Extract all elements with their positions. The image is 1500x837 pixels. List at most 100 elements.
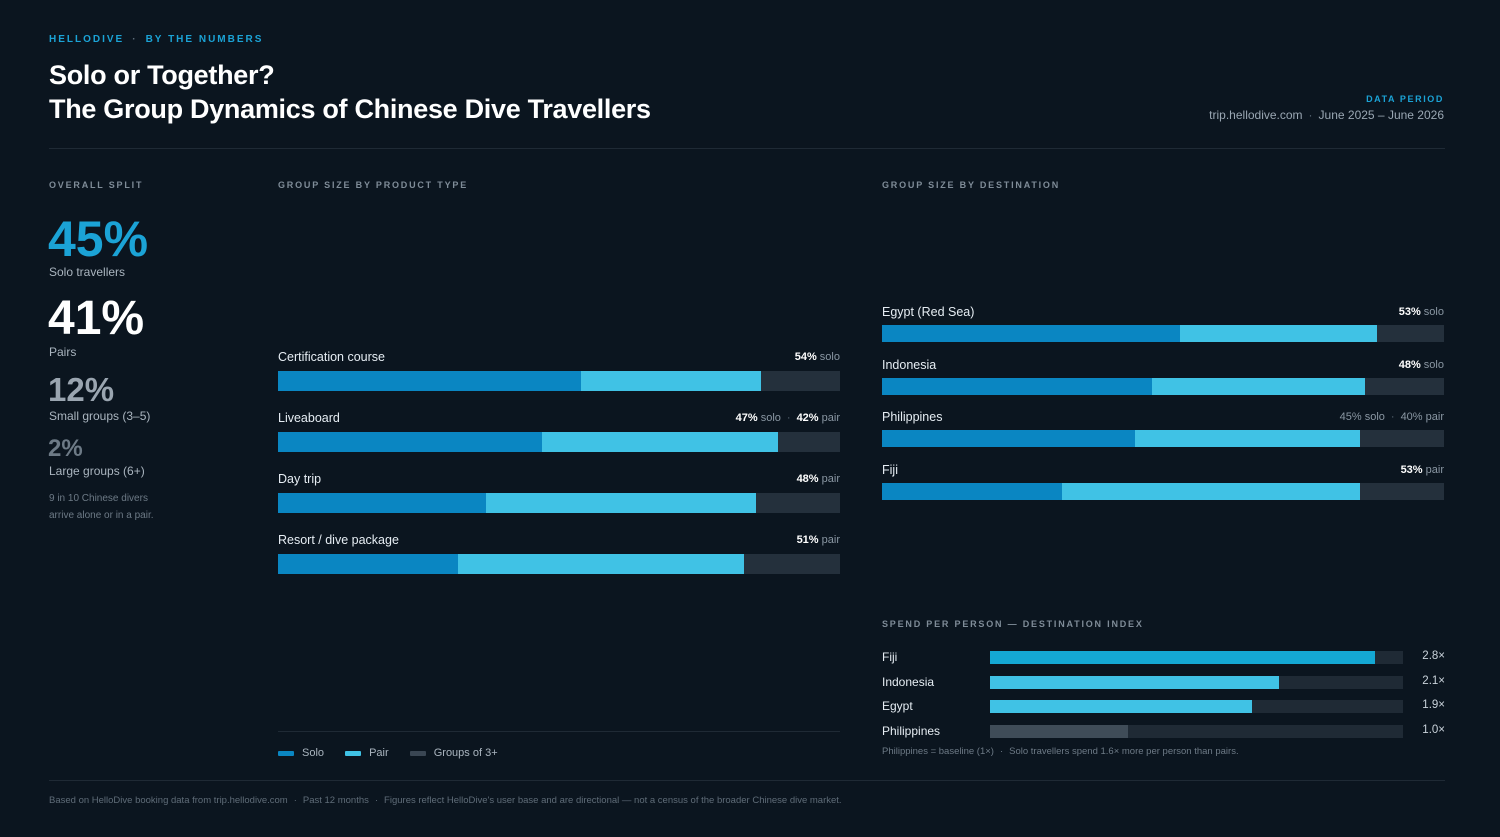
spend-value-egypt: 1.9× [1422, 699, 1445, 711]
bar-value-resort-dive-package: 51% pair [796, 534, 840, 546]
legend-pair-label: Pair [369, 747, 389, 759]
legend-pair: Pair [345, 747, 389, 759]
bar-segment-pair-fiji [1061, 482, 1360, 500]
overall-note: 9 in 10 Chinese divers arrive alone or i… [49, 490, 154, 524]
bar-segment-pair-philippines [1134, 430, 1360, 447]
legend-solo: Solo [278, 747, 324, 759]
chart-legend: Solo Pair Groups of 3+ [278, 747, 516, 759]
spend-bar-indonesia [990, 675, 1280, 689]
data-period-value: trip.hellodive.com · June 2025 – June 2026 [1209, 108, 1444, 122]
destination-chart-heading: GROUP SIZE BY DESTINATION [882, 180, 1061, 190]
bar-segment-pair-certification-course [581, 371, 762, 391]
footer-source: Based on HelloDive booking data from tri… [49, 795, 288, 806]
spend-track-indonesia [990, 675, 1403, 689]
bar-label-philippines: Philippines [882, 410, 943, 424]
bar-segment-solo-day-trip [278, 493, 486, 513]
bar-track-certification-course [278, 371, 840, 391]
period-range: June 2025 – June 2026 [1318, 108, 1444, 122]
stat-solo-label: Solo travellers [49, 265, 126, 279]
bar-label-certification-course: Certification course [278, 350, 385, 364]
eyebrow-section: BY THE NUMBERS [145, 34, 264, 45]
brand-label: HELLODIVE [49, 34, 125, 45]
stat-solo-value: 45% [48, 211, 149, 267]
bar-value-certification-course: 54% solo [794, 351, 840, 363]
spend-label-philippines: Philippines [882, 723, 941, 738]
legend-groups-swatch [409, 750, 426, 756]
stat-pairs-value: 41% [48, 292, 145, 345]
bar-track-indonesia [882, 377, 1444, 395]
legend-solo-label: Solo [302, 747, 325, 759]
footer-note: Based on HelloDive booking data from tri… [49, 795, 842, 806]
page-title: Solo or Together? The Group Dynamics of … [49, 58, 651, 126]
bar-segment-solo-fiji [882, 482, 1062, 500]
footer-disclaimer: Figures reflect HelloDive's user base an… [384, 795, 842, 806]
period-site: trip.hellodive.com [1209, 108, 1303, 122]
footer-divider [49, 780, 1445, 781]
bar-segment-pair-indonesia [1151, 377, 1366, 395]
bar-segment-solo-resort-dive-package [278, 554, 458, 574]
bar-label-indonesia: Indonesia [882, 357, 937, 372]
legend-groups-label: Groups of 3+ [433, 747, 498, 759]
bar-label-resort-dive-package: Resort / dive package [278, 533, 399, 547]
spend-track-egypt [990, 700, 1403, 713]
bar-value-liveaboard: 47% solo · 42% pair [735, 412, 840, 424]
spend-bar-fiji [990, 651, 1376, 664]
product-chart-heading: GROUP SIZE BY PRODUCT TYPE [278, 180, 468, 190]
spend-bar-egypt [990, 700, 1252, 713]
bar-value-philippines: 45% solo · 40% pair [1339, 411, 1444, 423]
spend-bar-philippines [990, 724, 1128, 738]
bar-track-resort-dive-package [278, 554, 840, 574]
stat-large-groups-value: 2% [48, 435, 83, 462]
spend-track-fiji [990, 651, 1403, 664]
bar-value-egypt-red-sea: 53% solo [1398, 306, 1444, 318]
spend-note-solo: Solo travellers spend 1.6× more per pers… [1009, 746, 1239, 757]
spend-value-philippines: 1.0× [1422, 723, 1445, 736]
spend-label-egypt: Egypt [882, 699, 913, 713]
title-line-2: The Group Dynamics of Chinese Dive Trave… [49, 94, 651, 124]
stat-large-groups-label: Large groups (6+) [49, 464, 145, 478]
bar-segment-pair-liveaboard [542, 432, 779, 452]
data-period-label: DATA PERIOD [1366, 94, 1444, 104]
stat-pairs-label: Pairs [49, 345, 77, 359]
spend-label-fiji: Fiji [882, 650, 898, 664]
bar-track-liveaboard [278, 432, 840, 452]
bar-segment-pair-egypt-red-sea [1179, 325, 1377, 342]
bar-segment-solo-liveaboard [278, 432, 543, 452]
spend-note-baseline: Philippines = baseline (1×) [882, 746, 994, 757]
legend-pair-swatch [345, 750, 362, 756]
legend-groups: Groups of 3+ [409, 747, 498, 759]
bar-value-indonesia: 48% solo [1398, 358, 1444, 371]
bar-label-liveaboard: Liveaboard [278, 411, 340, 425]
bar-segment-solo-philippines [882, 430, 1135, 447]
overall-split-heading: OVERALL SPLIT [49, 180, 144, 190]
bar-track-fiji [882, 482, 1444, 500]
bar-segment-solo-egypt-red-sea [882, 325, 1180, 342]
bar-label-day-trip: Day trip [278, 472, 322, 486]
overall-note-line-2: arrive alone or in a pair. [49, 510, 154, 521]
bar-label-fiji: Fiji [882, 462, 898, 477]
bar-track-day-trip [278, 493, 840, 513]
spend-value-indonesia: 2.1× [1422, 674, 1445, 687]
spend-track-philippines [990, 724, 1403, 738]
bar-segment-pair-resort-dive-package [457, 554, 745, 574]
legend-divider [278, 731, 840, 732]
overall-note-line-1: 9 in 10 Chinese divers [49, 493, 148, 504]
legend-solo-swatch [278, 750, 294, 756]
header-divider [49, 148, 1445, 149]
spend-index-heading: SPEND PER PERSON — DESTINATION INDEX [882, 619, 1144, 629]
title-line-1: Solo or Together? [49, 60, 275, 90]
spend-value-fiji: 2.8× [1422, 650, 1445, 662]
spend-label-indonesia: Indonesia [882, 674, 935, 689]
bar-segment-solo-certification-course [278, 371, 582, 391]
bar-segment-pair-day-trip [485, 493, 756, 513]
bar-label-egypt-red-sea: Egypt (Red Sea) [882, 305, 975, 319]
stat-small-groups-label: Small groups (3–5) [49, 409, 151, 423]
bar-segment-solo-indonesia [882, 377, 1152, 395]
eyebrow: HELLODIVE · BY THE NUMBERS [49, 34, 264, 45]
spend-index-note: Philippines = baseline (1×) · Solo travell… [882, 746, 1239, 757]
bar-value-day-trip: 48% pair [796, 473, 840, 485]
bar-track-egypt-red-sea [882, 325, 1444, 342]
bar-value-fiji: 53% pair [1400, 463, 1444, 476]
stat-small-groups-value: 12% [48, 371, 115, 408]
bar-track-philippines [882, 430, 1444, 447]
